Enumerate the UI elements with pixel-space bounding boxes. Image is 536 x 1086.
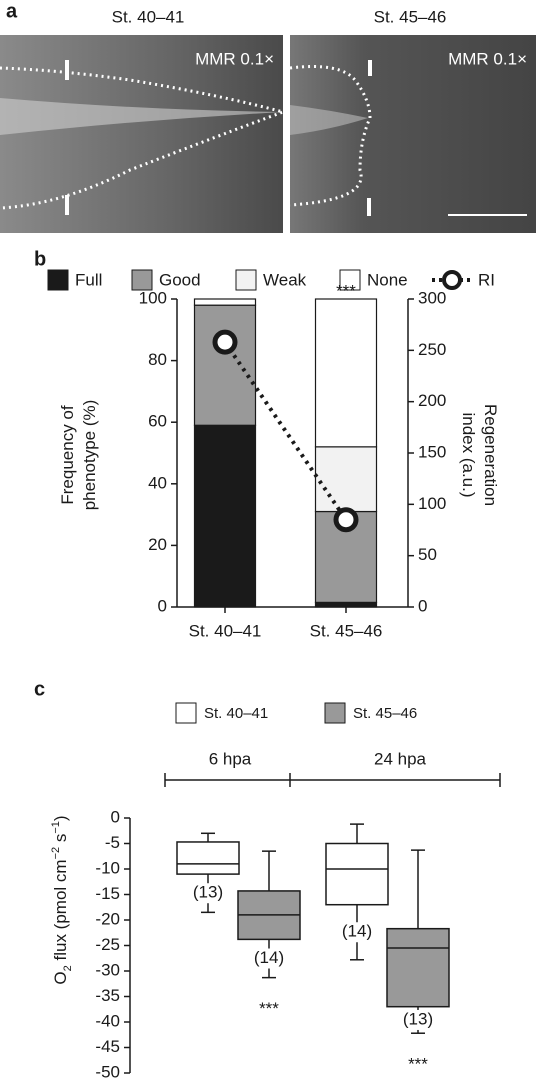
y-tick-label: 80 xyxy=(148,350,167,369)
legend-swatch xyxy=(47,269,69,291)
y2-tick-label: 100 xyxy=(418,494,446,513)
legend-swatch xyxy=(175,702,197,724)
outline xyxy=(0,66,288,210)
bar-segment xyxy=(193,298,257,306)
y-tick-label: 0 xyxy=(158,596,167,615)
y-tick-label: -10 xyxy=(95,858,120,877)
n-label: (14) xyxy=(342,922,372,941)
group-label: 6 hpa xyxy=(209,749,252,768)
y2-axis-label: Regenerationindex (a.u.) xyxy=(459,404,500,506)
legend-swatch xyxy=(339,269,361,291)
micrograph xyxy=(0,35,283,233)
tail-highlight xyxy=(290,105,368,135)
bar-segment xyxy=(314,601,378,608)
y2-tick-label: 200 xyxy=(418,391,446,410)
label-bg xyxy=(247,948,291,969)
tail-highlight xyxy=(0,98,283,135)
legend-label: None xyxy=(367,270,408,289)
significance: *** xyxy=(259,999,279,1018)
box xyxy=(386,927,450,1008)
x-tick-label: St. 40–41 xyxy=(189,621,262,640)
y-axis-label-part: −2 xyxy=(50,847,62,860)
legend-label: St. 40–41 xyxy=(204,705,268,722)
y-tick-label: 0 xyxy=(111,807,120,826)
legend-label: Good xyxy=(159,270,201,289)
y2-axis-label-line: index (a.u.) xyxy=(459,412,478,497)
group-label: 24 hpa xyxy=(374,749,427,768)
y-axis-label-part: −1 xyxy=(50,821,62,834)
label-bg xyxy=(335,922,379,943)
legend-label: Full xyxy=(75,270,102,289)
y-axis-label-line: Frequency of xyxy=(58,405,77,504)
y-axis-label: Frequency of phenotype (%) xyxy=(58,400,99,511)
label-bg xyxy=(396,1009,440,1030)
box xyxy=(176,841,240,875)
panel-label: c xyxy=(34,678,45,700)
panel-label: a xyxy=(6,0,18,22)
box xyxy=(325,842,389,906)
y-tick-label: -50 xyxy=(95,1062,120,1081)
legend-label: RI xyxy=(478,270,495,289)
n-label: (13) xyxy=(193,883,223,902)
x-tick-label: St. 45–46 xyxy=(310,621,383,640)
bar-segment xyxy=(314,298,378,448)
y-axis-label-part: O xyxy=(51,971,70,984)
ri-point xyxy=(333,507,359,533)
y-tick-label: -20 xyxy=(95,909,120,928)
image-title: St. 45–46 xyxy=(374,7,447,26)
y-tick-label: 20 xyxy=(148,535,167,554)
y-axis-label-line: phenotype (%) xyxy=(80,400,99,511)
ri-point xyxy=(212,329,238,355)
label-bg xyxy=(186,883,230,904)
bar-segment xyxy=(193,424,257,608)
y-tick-label: -40 xyxy=(95,1011,120,1030)
panel-label: b xyxy=(34,248,46,270)
y-tick-label: -5 xyxy=(105,833,120,852)
y2-tick-label: 150 xyxy=(418,442,446,461)
y-axis-label: O2 flux (pmol cm−2 s−1) xyxy=(50,815,74,984)
significance: *** xyxy=(408,1055,428,1074)
y-axis-label-part: 2 xyxy=(62,965,74,971)
n-label: (13) xyxy=(403,1009,433,1028)
legend-marker xyxy=(442,270,462,290)
image-annotation: MMR 0.1× xyxy=(195,49,274,68)
y-axis-label-part: flux (pmol cm xyxy=(51,859,70,965)
y2-tick-label: 0 xyxy=(418,596,427,615)
y-tick-label: -30 xyxy=(95,960,120,979)
bar-segment xyxy=(193,304,257,426)
image-title: St. 40–41 xyxy=(112,7,185,26)
y2-tick-label: 50 xyxy=(418,545,437,564)
legend-label: Weak xyxy=(263,270,307,289)
y2-tick-label: 300 xyxy=(418,288,446,307)
legend-swatch xyxy=(235,269,257,291)
outline xyxy=(289,65,372,207)
significance: *** xyxy=(336,281,356,300)
y2-axis-label-line: Regeneration xyxy=(481,404,500,506)
image-annotation: MMR 0.1× xyxy=(448,49,527,68)
bar-segment xyxy=(314,446,378,513)
y-axis-label-part: s xyxy=(51,834,70,847)
legend-swatch xyxy=(324,702,346,724)
y-tick-label: -35 xyxy=(95,986,120,1005)
y-tick-label: -45 xyxy=(95,1037,120,1056)
legend-label: St. 45–46 xyxy=(353,705,417,722)
y-tick-label: -25 xyxy=(95,935,120,954)
y2-tick-label: 250 xyxy=(418,340,446,359)
legend-swatch xyxy=(131,269,153,291)
y-tick-label: 40 xyxy=(148,473,167,492)
y-tick-label: 60 xyxy=(148,412,167,431)
y-tick-label: 100 xyxy=(139,288,167,307)
n-label: (14) xyxy=(254,948,284,967)
y-tick-label: -15 xyxy=(95,884,120,903)
y-axis-label-part: ) xyxy=(51,815,70,821)
